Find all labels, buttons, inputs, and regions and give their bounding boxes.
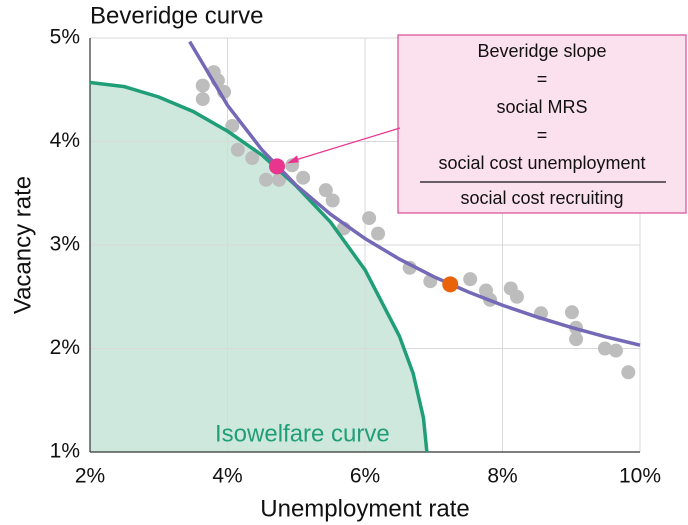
callout-line: social cost unemployment <box>438 153 645 173</box>
x-tick-label: 6% <box>350 465 380 488</box>
callout-line: social MRS <box>496 97 587 117</box>
data-point <box>564 305 579 320</box>
data-point <box>371 226 386 241</box>
y-tick-label: 3% <box>50 233 80 256</box>
callout-box <box>397 34 687 214</box>
x-tick-label: 8% <box>487 465 517 488</box>
data-point <box>230 142 245 157</box>
data-point <box>509 289 524 304</box>
data-point <box>318 183 333 198</box>
y-axis-label: Vacancy rate <box>9 176 36 314</box>
y-tick-label: 4% <box>50 129 80 152</box>
callout-arrowhead <box>287 155 299 164</box>
curve-label: Beveridge curve <box>90 2 263 29</box>
highlight-point <box>442 276 459 293</box>
data-point <box>325 193 340 208</box>
callout-arrow <box>290 127 401 162</box>
data-point <box>195 78 210 93</box>
y-tick-label: 1% <box>50 440 80 463</box>
data-point <box>245 151 260 166</box>
data-point <box>272 172 287 187</box>
x-tick-label: 2% <box>75 465 105 488</box>
data-point <box>259 172 273 187</box>
x-tick-label: 10% <box>619 465 661 488</box>
callout-line: = <box>537 125 548 145</box>
callout-line: = <box>537 69 548 89</box>
highlight-point <box>269 158 285 175</box>
data-point <box>362 211 377 226</box>
data-point <box>225 118 240 133</box>
y-tick-label: 5% <box>50 26 80 49</box>
x-axis-label: Unemployment rate <box>260 495 469 522</box>
data-point <box>608 343 623 358</box>
beveridge-curve <box>188 40 641 347</box>
data-point <box>621 365 636 380</box>
data-point <box>597 341 612 356</box>
callout-line: Beveridge slope <box>477 41 606 61</box>
data-point <box>195 92 210 107</box>
callout-line: social cost recruiting <box>460 188 623 208</box>
isowelfare-area <box>90 82 427 452</box>
data-point <box>463 272 478 287</box>
x-tick-label: 4% <box>212 465 242 488</box>
curve-label: Isowelfare curve <box>215 420 390 447</box>
y-tick-label: 2% <box>50 336 80 359</box>
data-point <box>296 170 311 185</box>
data-point <box>569 332 584 347</box>
